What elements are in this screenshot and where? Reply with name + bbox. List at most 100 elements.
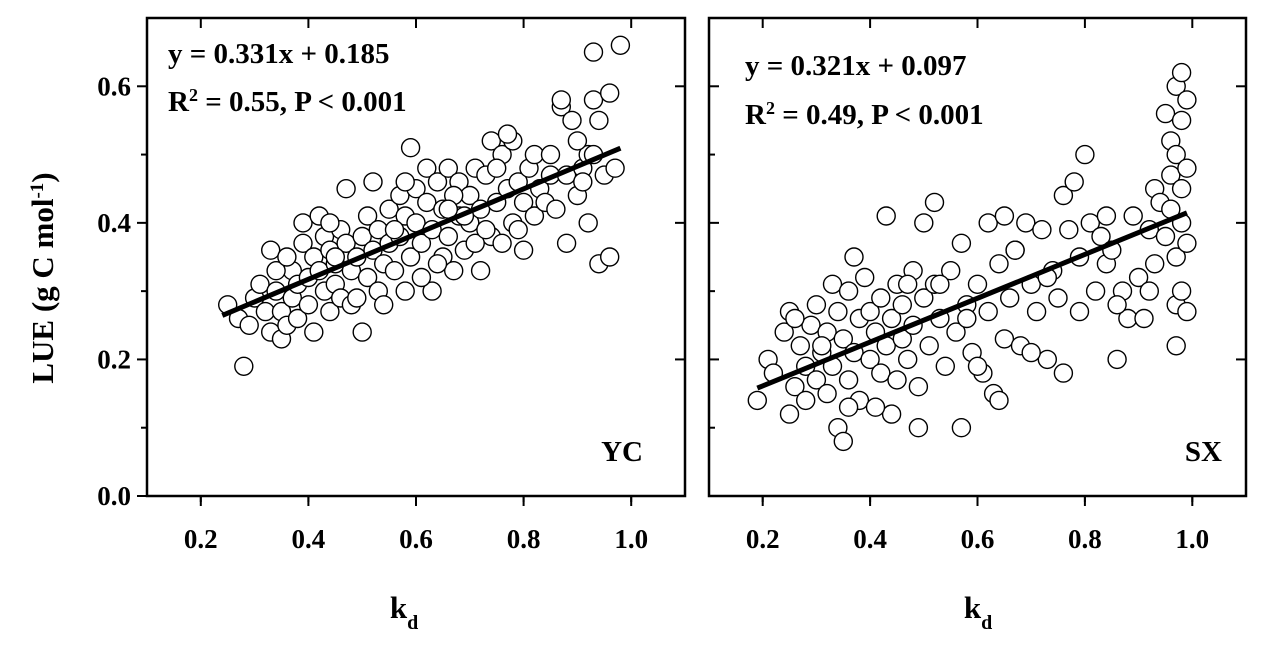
panel-yc-data-point	[395, 172, 415, 192]
panel-yc-data-point	[395, 281, 415, 301]
panel-sx-data-point	[838, 281, 859, 301]
panel-sx-data-point	[1064, 172, 1084, 192]
panel-yc-data-point	[298, 295, 319, 315]
panel-sx-data-point	[1059, 219, 1079, 240]
panel-sx-data-point	[1123, 206, 1143, 226]
panel-yc-data-point	[363, 172, 383, 192]
panel-yc-equation: y = 0.331x + 0.185	[168, 38, 390, 70]
panel-sx: 0.2 0.4 0.6 0.8 1.0 y = 0.321x + 0.097 R2 = …	[707, 16, 1248, 634]
panel-sx-data-point	[946, 322, 966, 342]
panel-sx-data-point	[785, 377, 805, 397]
panel-yc-x-tick-label: 1.0	[614, 524, 648, 554]
panel-yc-data-point	[444, 261, 464, 281]
panel-sx-data-point	[978, 301, 998, 322]
y-axis-title-close: )	[25, 172, 60, 182]
panel-sx-data-point	[1080, 213, 1101, 233]
y-axis-title: LUE (g C mol-1)	[25, 172, 60, 383]
panel-yc-data-point	[293, 213, 313, 233]
y-axis-title-sup: -1	[27, 183, 48, 199]
panel-sx-data-point	[833, 329, 853, 349]
panel-yc-x-tick-label: 0.4	[292, 524, 326, 554]
panel-sx-data-point	[1171, 62, 1192, 83]
panel-sx-data-point	[908, 377, 929, 397]
panel-sx-data-point	[967, 274, 988, 294]
panel-sx-data-point	[1177, 301, 1197, 322]
panel-yc-data-point	[513, 240, 534, 260]
panel-yc-data-point	[384, 261, 405, 281]
panel-yc-data-point	[287, 308, 308, 329]
panel-sx-data-point	[860, 301, 880, 322]
panel-sx-data-point	[930, 274, 950, 294]
panel-yc-r2: R2 = 0.55, P < 0.001	[168, 85, 407, 118]
panel-sx-data-point	[801, 315, 821, 335]
panel-sx-data-point	[1171, 110, 1192, 131]
panel-yc-data-point	[492, 233, 512, 254]
panel-yc-data-point	[293, 233, 313, 254]
panel-yc-r2-sup: 2	[189, 85, 198, 105]
panel-yc-data-point	[546, 199, 566, 219]
panel-yc-y-tick-label: 0.6	[97, 71, 131, 101]
panel-yc-data-point	[476, 219, 496, 240]
panel-sx-data-point	[914, 213, 934, 233]
panel-sx-data-point	[1021, 342, 1041, 363]
panel-sx-data-point	[1053, 363, 1074, 383]
panel-yc-x-axis-title-main: k	[390, 590, 408, 625]
panel-sx-x-axis-title-main: k	[964, 590, 982, 625]
panel-yc-data-point	[417, 192, 437, 213]
panel-sx-data-point	[924, 192, 945, 213]
panel-yc-data-point	[562, 110, 582, 131]
panel-yc-data-point	[567, 131, 588, 151]
panel-sx-data-point	[806, 370, 827, 390]
panel-sx-data-point	[1026, 301, 1047, 322]
panel-yc-data-point	[551, 90, 571, 110]
panel-yc-data-point	[540, 144, 561, 165]
panel-sx-data-point	[1107, 295, 1127, 315]
panel-yc-data-point	[277, 247, 297, 267]
panel-sx-data-point	[1166, 336, 1186, 356]
panel-sx-data-point	[838, 370, 859, 390]
panel-yc-data-point	[266, 261, 286, 281]
panel-sx-data-point	[838, 397, 859, 417]
panel-sx-data-point	[747, 390, 767, 411]
panel-yc-data-point	[411, 267, 432, 288]
panel-yc-points	[217, 35, 631, 376]
panel-yc-data-point	[357, 206, 378, 226]
panel-sx-data-point	[1155, 226, 1176, 247]
panel-sx-x-tick-label: 1.0	[1175, 524, 1209, 554]
panel-sx-data-point	[1177, 158, 1197, 178]
panel-yc-data-point	[239, 315, 259, 335]
panel-yc-data-point	[234, 356, 254, 376]
panel-sx-data-point	[892, 295, 912, 315]
panel-sx-data-point	[1096, 206, 1117, 226]
panel-yc-data-point	[465, 233, 485, 254]
panel-sx-data-point	[1139, 281, 1160, 301]
panel-sx-data-point	[1171, 281, 1192, 301]
panel-yc-data-point	[583, 90, 604, 110]
panel-yc-y-tick-label: 0.2	[97, 344, 131, 374]
panel-sx-frame	[707, 16, 1248, 498]
panel-yc-data-point	[589, 110, 609, 131]
panel-sx-data-point	[887, 370, 907, 390]
panel-yc-data-point	[427, 254, 448, 274]
panel-sx-x-tick-label: 0.2	[746, 524, 780, 554]
panel-sx-data-point	[871, 288, 891, 308]
panel-sx-site-label: SX	[1185, 436, 1222, 468]
panel-sx-x-tick-label: 0.6	[961, 524, 995, 554]
panel-yc-y-tick-label: 0.0	[97, 481, 131, 511]
panel-yc-fit-line	[221, 145, 622, 318]
panel-sx-x-tick-label: 0.8	[1068, 524, 1102, 554]
panel-sx-data-point	[822, 274, 843, 294]
panel-sx-data-point	[1085, 281, 1106, 301]
panel-sx-data-point	[779, 404, 800, 424]
panel-sx-points	[747, 62, 1197, 452]
panel-sx-data-point	[1016, 213, 1036, 233]
panel-sx-data-point	[994, 329, 1015, 349]
panel-sx-r2: R2 = 0.49, P < 0.001	[745, 98, 984, 131]
panel-sx-r2-sup: 2	[766, 98, 775, 118]
panel-sx-data-point	[871, 363, 891, 383]
panel-sx-data-point	[919, 336, 939, 356]
panel-sx-data-point	[1048, 288, 1068, 308]
panel-yc-data-point	[336, 233, 356, 254]
panel-sx-data-point	[881, 404, 902, 424]
